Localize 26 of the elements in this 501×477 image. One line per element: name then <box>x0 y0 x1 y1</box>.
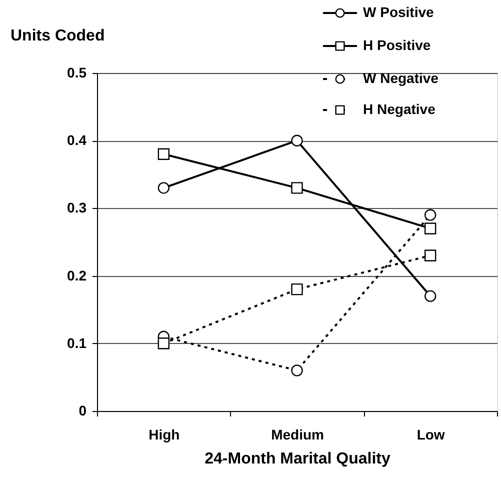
point <box>158 148 170 160</box>
x-tick-label: High <box>148 426 180 442</box>
point <box>158 338 170 350</box>
legend-label: H Negative <box>363 101 436 117</box>
y-tick-label: 0 <box>78 402 87 418</box>
point <box>424 222 436 234</box>
legend-label: W Negative <box>363 70 439 86</box>
legend-label: W Positive <box>363 4 434 20</box>
point <box>424 250 436 262</box>
legend-label: H Positive <box>363 37 431 53</box>
point <box>158 182 170 194</box>
point <box>291 134 303 146</box>
y-tick-label: 0.2 <box>67 267 87 284</box>
y-tick-label: 0.3 <box>67 200 87 216</box>
y-tick-label: 0.5 <box>67 64 87 80</box>
y-tick-label: 0.1 <box>67 334 87 351</box>
point <box>424 209 436 221</box>
point <box>291 182 303 194</box>
point <box>291 364 303 376</box>
y-tick-label: 0.4 <box>67 132 87 148</box>
y-axis-title: Units Coded <box>10 28 105 44</box>
x-tick-label: Low <box>416 426 445 442</box>
point <box>291 283 303 296</box>
x-axis-title: 24-Month Marital Quality <box>204 450 390 468</box>
x-tick-label: Medium <box>271 426 324 442</box>
point <box>424 290 436 302</box>
